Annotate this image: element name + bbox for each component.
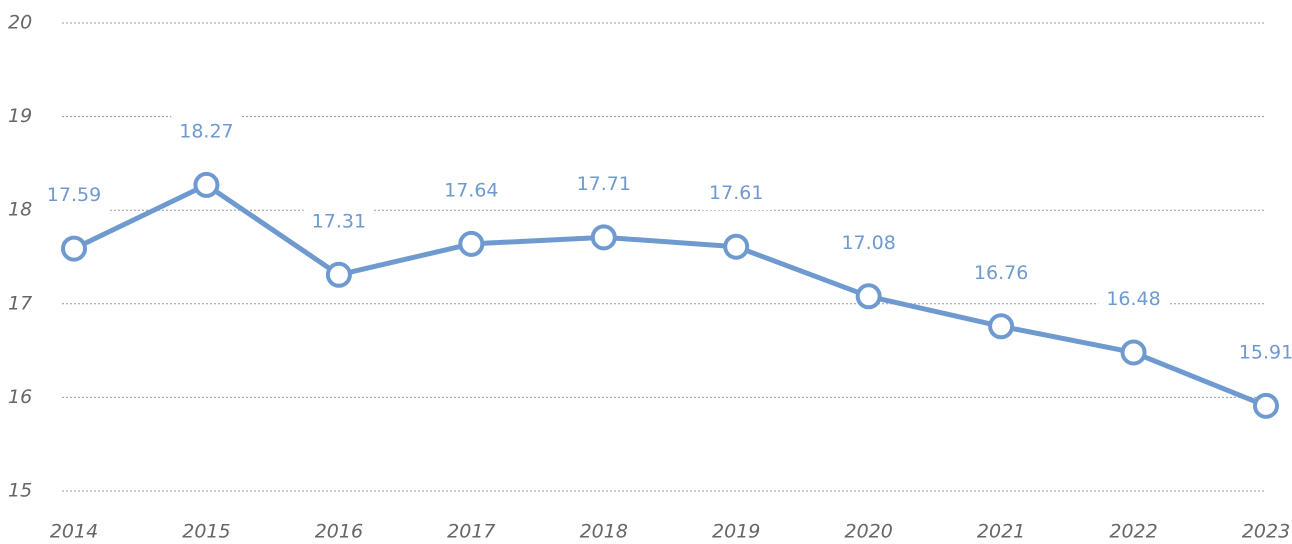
x-tick-label: 2021 — [977, 521, 1025, 543]
point — [325, 261, 352, 288]
value-label-bg — [833, 225, 904, 260]
value-label-bg — [436, 173, 507, 208]
x-tick-label: 2015 — [182, 521, 230, 543]
line — [72, 182, 1267, 409]
value-label: 17.31 — [312, 210, 366, 232]
x-tick-label: 2022 — [1109, 521, 1157, 543]
value-label-bg — [965, 255, 1037, 290]
x-tick-label: 2019 — [712, 521, 760, 543]
x-tick-label: 2017 — [447, 521, 495, 543]
point — [193, 171, 220, 198]
x-tick-label: 2020 — [844, 521, 892, 543]
value-label-bg — [38, 178, 110, 213]
value-label: 18.27 — [179, 120, 233, 142]
value-label: 17.61 — [709, 182, 763, 204]
value-label: 16.76 — [974, 262, 1028, 284]
x-tick-label: 2018 — [580, 521, 628, 543]
y-tick-label: 19 — [8, 105, 32, 127]
y-tick-label: 20 — [8, 12, 32, 34]
point — [61, 235, 87, 262]
y-tick-label: 18 — [8, 199, 32, 221]
x-tick-label: 2023 — [1242, 521, 1290, 543]
value-label-bg — [303, 204, 375, 239]
value-label: 15.91 — [1239, 341, 1292, 363]
value-label: 17.08 — [841, 232, 895, 254]
point — [590, 224, 617, 251]
value-label: 16.48 — [1106, 288, 1160, 310]
y-tick-label: 16 — [8, 386, 32, 408]
point — [855, 283, 882, 310]
y-tick-label: 15 — [8, 480, 32, 502]
x-tick-label: 2014 — [50, 521, 98, 543]
y-tick-label: 17 — [8, 292, 32, 314]
x-tick-label: 2016 — [315, 521, 363, 543]
value-label-bg — [1098, 281, 1169, 316]
point — [1120, 339, 1147, 366]
value-label-bg — [171, 114, 242, 149]
value-label: 17.71 — [577, 173, 631, 195]
value-label: 17.59 — [47, 184, 101, 206]
value-label: 17.64 — [444, 179, 498, 201]
value-label-bg — [701, 176, 772, 211]
point — [458, 230, 485, 257]
point — [1253, 392, 1279, 419]
value-label-bg — [1230, 335, 1292, 370]
value-label-bg — [568, 166, 639, 201]
point — [723, 233, 750, 260]
point — [988, 313, 1015, 340]
